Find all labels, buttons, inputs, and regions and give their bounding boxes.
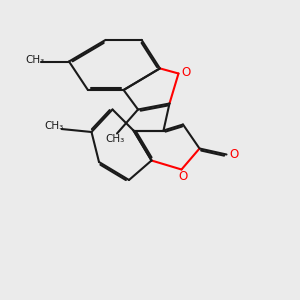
Text: CH₃: CH₃ (44, 121, 64, 131)
Text: O: O (230, 148, 238, 161)
Text: O: O (182, 65, 190, 79)
Text: CH₃: CH₃ (106, 134, 125, 145)
Text: O: O (178, 169, 188, 183)
Text: CH₃: CH₃ (25, 55, 44, 65)
